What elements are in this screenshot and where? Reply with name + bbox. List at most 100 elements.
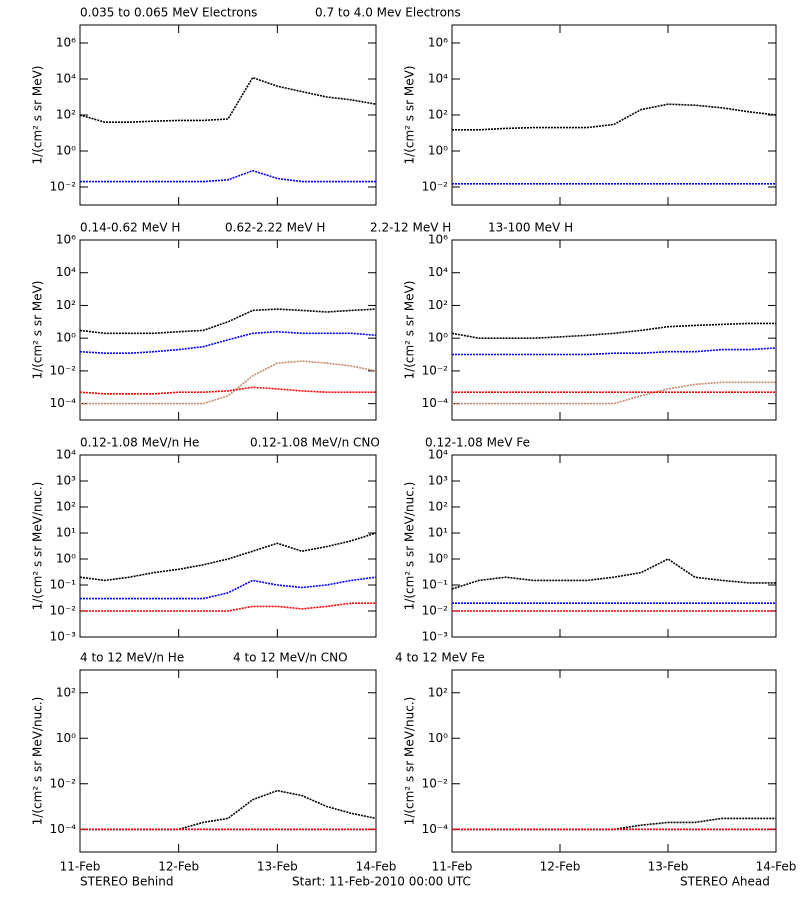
x-tick-label: 11-Feb <box>432 860 473 874</box>
series-line <box>80 169 376 183</box>
x-tick-label: 13-Feb <box>648 860 689 874</box>
y-tick-label: 10¹ <box>428 526 448 540</box>
y-tick-label: 10² <box>56 108 76 122</box>
y-tick-label: 10⁻³ <box>422 630 449 644</box>
series-line <box>452 103 777 131</box>
series-line <box>79 330 377 354</box>
legend-label: 0.7 to 4.0 Mev Electrons <box>315 6 461 20</box>
y-tick-label: 10⁻² <box>50 363 77 377</box>
series-line <box>452 381 776 405</box>
x-tick-label: 13-Feb <box>257 860 298 874</box>
y-tick-label: 10⁴ <box>428 265 448 279</box>
y-tick-label: 10⁻² <box>50 776 77 790</box>
y-tick-label: 10⁻⁴ <box>50 396 77 410</box>
legend-label: 2.2-12 MeV H <box>370 221 451 235</box>
y-tick-label: 10⁻⁴ <box>50 822 77 836</box>
x-tick-label: 14-Feb <box>356 860 397 874</box>
y-axis-label: 1/(cm² s sr MeV/nuc.) <box>403 697 417 826</box>
series-line <box>79 532 377 582</box>
y-tick-label: 10⁴ <box>56 448 76 462</box>
footer-right: STEREO Ahead <box>680 875 770 889</box>
y-tick-label: 10⁰ <box>56 552 76 566</box>
y-tick-label: 10⁶ <box>56 36 76 50</box>
legend-label: 13-100 MeV H <box>488 221 573 235</box>
legend-label: 0.14-0.62 MeV H <box>80 221 180 235</box>
y-tick-label: 10⁴ <box>56 72 76 86</box>
legend-label: 4 to 12 MeV/n CNO <box>233 651 348 665</box>
y-tick-label: 10⁻⁴ <box>422 396 449 410</box>
y-tick-label: 10⁻² <box>422 363 449 377</box>
series-line <box>451 558 776 590</box>
y-tick-label: 10² <box>428 685 448 699</box>
plot-frame <box>79 24 377 206</box>
y-tick-label: 10⁻¹ <box>50 578 77 592</box>
series-line <box>80 360 377 405</box>
y-tick-label: 10⁴ <box>56 265 76 279</box>
y-tick-label: 10⁰ <box>428 144 448 158</box>
series-line <box>79 308 377 335</box>
plot-frame <box>451 239 777 421</box>
x-tick-label: 12-Feb <box>540 860 581 874</box>
plot-frame <box>451 669 777 853</box>
y-tick-label: 10² <box>56 500 76 514</box>
y-tick-label: 10³ <box>428 474 448 488</box>
y-tick-label: 10⁴ <box>428 448 448 462</box>
y-tick-label: 10² <box>428 298 448 312</box>
series-line <box>80 789 377 831</box>
y-tick-label: 10⁻² <box>422 604 449 618</box>
plot-frame <box>79 239 377 421</box>
y-axis-label: 1/(cm² s sr MeV) <box>403 66 417 165</box>
series-line <box>80 602 376 612</box>
y-tick-label: 10⁶ <box>428 36 448 50</box>
y-tick-label: 10⁰ <box>428 552 448 566</box>
series-line <box>451 322 776 339</box>
x-tick-label: 14-Feb <box>756 860 797 874</box>
y-tick-label: 10² <box>428 500 448 514</box>
legend-label: 0.62-2.22 MeV H <box>225 221 325 235</box>
y-axis-label: 1/(cm² s sr MeV) <box>403 281 417 380</box>
y-tick-label: 10⁻³ <box>50 630 77 644</box>
y-tick-label: 10⁰ <box>56 731 76 745</box>
plot-frame <box>79 454 377 638</box>
footer-center: Start: 11-Feb-2010 00:00 UTC <box>292 875 471 889</box>
y-tick-label: 10⁰ <box>428 331 448 345</box>
series-line <box>79 386 376 395</box>
series-line <box>452 817 776 831</box>
legend-label: 0.12-1.08 MeV/n He <box>80 436 199 450</box>
plot-frame <box>451 24 777 206</box>
y-tick-label: 10² <box>56 298 76 312</box>
y-axis-label: 1/(cm² s sr MeV/nuc.) <box>31 482 45 611</box>
legend-label: 4 to 12 MeV/n He <box>80 651 184 665</box>
y-tick-label: 10⁰ <box>428 731 448 745</box>
x-tick-label: 11-Feb <box>60 860 101 874</box>
y-tick-label: 10⁻² <box>422 776 449 790</box>
legend-label: 0.12-1.08 MeV/n CNO <box>250 436 380 450</box>
y-tick-label: 10⁻² <box>50 180 77 194</box>
plot-frame <box>451 454 777 638</box>
series-line <box>452 347 777 356</box>
legend-label: 0.12-1.08 MeV Fe <box>425 436 530 450</box>
series-line <box>80 576 377 600</box>
y-tick-label: 10² <box>56 685 76 699</box>
x-tick-label: 12-Feb <box>158 860 199 874</box>
series-line <box>79 76 377 123</box>
y-tick-label: 10⁻² <box>50 604 77 618</box>
y-axis-label: 1/(cm² s sr MeV/nuc.) <box>403 482 417 611</box>
y-tick-label: 10³ <box>56 474 76 488</box>
y-tick-label: 10⁶ <box>428 233 448 247</box>
legend-label: 0.035 to 0.065 MeV Electrons <box>80 6 257 20</box>
y-tick-label: 10⁻¹ <box>422 578 449 592</box>
y-axis-label: 1/(cm² s sr MeV) <box>31 281 45 380</box>
y-tick-label: 10⁰ <box>56 331 76 345</box>
y-tick-label: 10⁴ <box>428 72 448 86</box>
plot-frame <box>79 669 377 853</box>
y-tick-label: 10⁻² <box>422 180 449 194</box>
y-tick-label: 10⁰ <box>56 144 76 158</box>
y-tick-label: 10⁶ <box>56 233 76 247</box>
footer-left: STEREO Behind <box>80 875 174 889</box>
y-axis-label: 1/(cm² s sr MeV) <box>31 66 45 165</box>
y-tick-label: 10² <box>428 108 448 122</box>
y-axis-label: 1/(cm² s sr MeV/nuc.) <box>31 697 45 826</box>
